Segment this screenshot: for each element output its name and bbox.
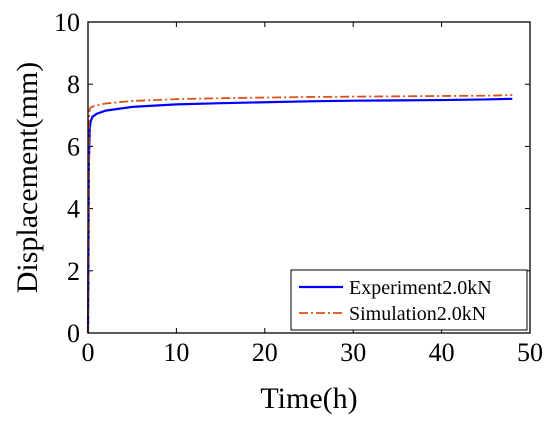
- legend: Experiment2.0kN Simulation2.0kN: [290, 269, 528, 331]
- x-tick-label: 50: [517, 338, 543, 367]
- y-tick-label: 0: [67, 319, 80, 348]
- tick-labels: 0 10 20 30 40 50 0 2 4 6 8 10: [54, 8, 543, 367]
- x-tick-label: 30: [340, 338, 366, 367]
- legend-label-simulation: Simulation2.0kN: [349, 303, 486, 325]
- legend-label-experiment: Experiment2.0kN: [349, 277, 492, 299]
- y-axis-label: Displacement(mm): [11, 62, 44, 294]
- x-tick-label: 0: [82, 338, 95, 367]
- x-axis-label: Time(h): [260, 382, 357, 415]
- y-tick-label: 4: [67, 195, 80, 224]
- y-tick-label: 6: [67, 132, 80, 161]
- series-line-simulation: [87, 94, 513, 334]
- x-tick-label: 20: [252, 338, 278, 367]
- y-tick-label: 10: [54, 8, 80, 37]
- plot-frame: [87, 21, 531, 334]
- y-tick-label: 8: [67, 70, 80, 99]
- legend-box: [290, 269, 528, 331]
- y-tick-label: 2: [67, 257, 80, 286]
- series-lines: [86, 94, 513, 334]
- x-tick-label: 10: [163, 338, 189, 367]
- x-tick-label: 40: [429, 338, 455, 367]
